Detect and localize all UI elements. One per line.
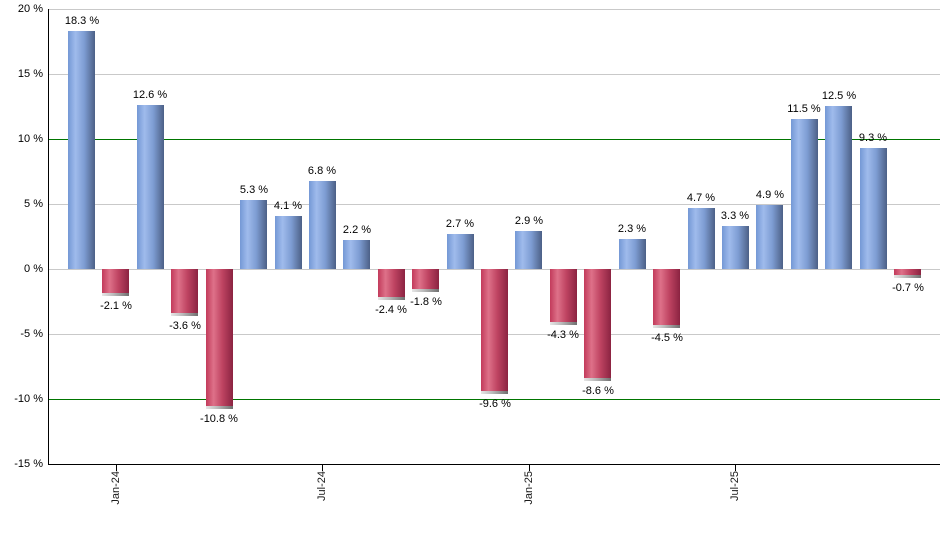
bar-end-cap (653, 325, 680, 328)
bar-end-cap (584, 378, 611, 381)
y-tick-label: -5 % (20, 328, 43, 340)
bar-value-label: -4.5 % (651, 332, 683, 344)
bar (619, 239, 646, 269)
x-tick-label: Jul-24 (316, 471, 328, 501)
bar-value-label: 6.8 % (307, 165, 337, 177)
bar (343, 240, 370, 269)
bar-value-label: -2.4 % (375, 304, 407, 316)
bar (584, 269, 611, 381)
bar-value-label: 2.2 % (342, 224, 372, 236)
x-tick-mark (322, 464, 323, 471)
bar-value-label: -3.6 % (169, 320, 201, 332)
bar (275, 216, 302, 269)
bar-value-label: -4.3 % (547, 329, 579, 341)
bar (688, 208, 715, 269)
bar-end-cap (171, 313, 198, 316)
bar (825, 106, 852, 269)
x-tick-mark (116, 464, 117, 471)
bar-value-label: 12.5 % (821, 90, 857, 102)
y-tick-label: 0 % (24, 263, 43, 275)
bar (309, 181, 336, 269)
bar-value-label: -1.8 % (410, 296, 442, 308)
bar (447, 234, 474, 269)
bar-value-label: -0.7 % (892, 282, 924, 294)
bar (412, 269, 439, 292)
y-tick-label: -10 % (14, 393, 43, 405)
bar-value-label: 12.6 % (132, 89, 168, 101)
bar-end-cap (550, 322, 577, 325)
gridline (48, 9, 940, 10)
bar-end-cap (481, 391, 508, 394)
bar-value-label: -2.1 % (100, 300, 132, 312)
bar-value-label: 2.9 % (514, 215, 544, 227)
x-tick-label: Jan-24 (110, 471, 122, 505)
bar (240, 200, 267, 269)
bar-value-label: 2.3 % (617, 223, 647, 235)
threshold-line (48, 139, 940, 140)
bar (894, 269, 921, 278)
bar-value-label: -8.6 % (582, 385, 614, 397)
bar (68, 31, 95, 269)
bar-end-cap (206, 406, 233, 409)
bar-value-label: -9.6 % (479, 398, 511, 410)
gridline (48, 74, 940, 75)
bar (102, 269, 129, 296)
bar-value-label: 4.1 % (273, 200, 303, 212)
bar (722, 226, 749, 269)
threshold-line (48, 399, 940, 400)
bar (206, 269, 233, 409)
bar (378, 269, 405, 300)
bar-value-label: 4.7 % (686, 192, 716, 204)
gridline (48, 204, 940, 205)
bar (137, 105, 164, 269)
x-tick-label: Jan-25 (523, 471, 535, 505)
bar-value-label: 18.3 % (64, 15, 100, 27)
y-axis-line (48, 9, 49, 465)
bar-value-label: 5.3 % (239, 184, 269, 196)
y-tick-label: -15 % (14, 458, 43, 470)
bar-value-label: 2.7 % (445, 218, 475, 230)
bar (515, 231, 542, 269)
bar (756, 205, 783, 269)
bar (791, 119, 818, 269)
bar-end-cap (412, 289, 439, 292)
y-tick-label: 15 % (17, 68, 43, 80)
y-tick-label: 20 % (17, 3, 43, 15)
y-tick-label: 10 % (17, 133, 43, 145)
bar-end-cap (378, 297, 405, 300)
x-axis-line (48, 464, 940, 465)
bar (171, 269, 198, 316)
bar-value-label: 11.5 % (787, 103, 821, 115)
bar-value-label: 9.3 % (858, 132, 888, 144)
bar-value-label: -10.8 % (200, 413, 238, 425)
bar (550, 269, 577, 325)
x-tick-label: Jul-25 (729, 471, 741, 501)
bar-value-label: 3.3 % (720, 210, 750, 222)
bar-end-cap (894, 275, 921, 278)
bar-end-cap (102, 293, 129, 296)
x-tick-mark (529, 464, 530, 471)
x-tick-mark (735, 464, 736, 471)
bar (860, 148, 887, 269)
bar (481, 269, 508, 394)
bar-value-label: 4.9 % (755, 189, 785, 201)
bar (653, 269, 680, 328)
y-tick-label: 5 % (24, 198, 43, 210)
